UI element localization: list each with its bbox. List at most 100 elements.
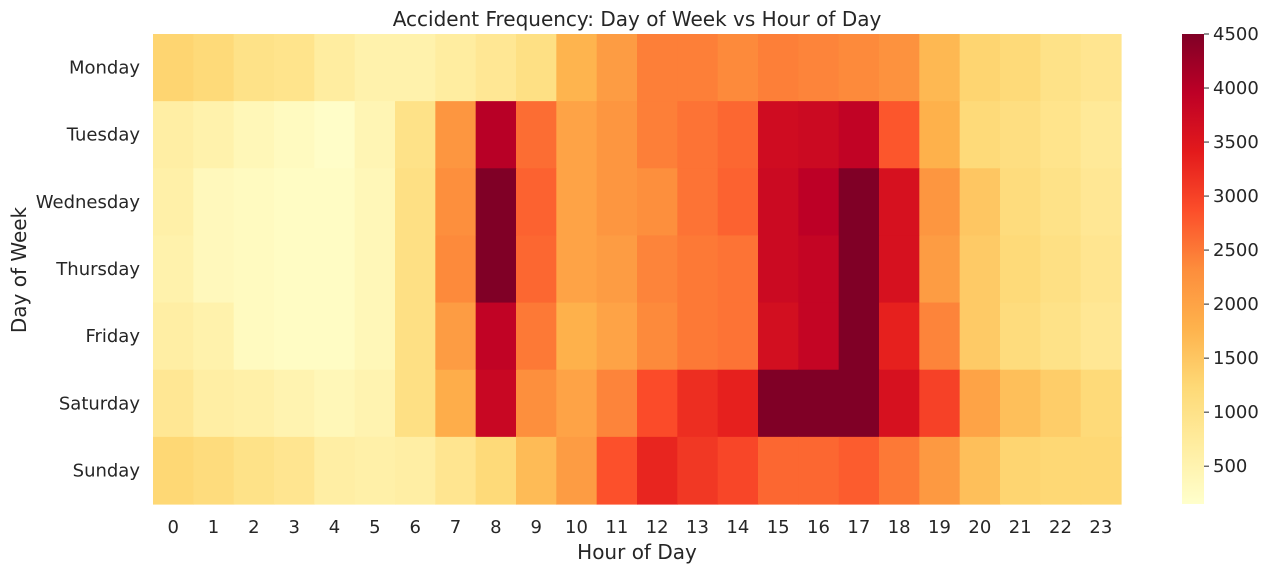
heatmap-cell bbox=[677, 34, 719, 102]
heatmap-cell bbox=[596, 302, 638, 371]
heatmap-cell bbox=[475, 101, 517, 169]
heatmap-cell bbox=[717, 235, 759, 304]
heatmap-cell bbox=[919, 302, 961, 371]
heatmap-cell bbox=[838, 302, 880, 371]
x-tick-label: 8 bbox=[490, 517, 501, 538]
heatmap-cell bbox=[879, 302, 920, 371]
heatmap-cell bbox=[314, 302, 356, 371]
heatmap-cell bbox=[1000, 34, 1041, 102]
heatmap-cell bbox=[919, 235, 961, 304]
heatmap-cell bbox=[919, 436, 961, 505]
heatmap-cell bbox=[758, 302, 799, 371]
x-tick-label: 2 bbox=[248, 517, 259, 538]
heatmap-cell bbox=[233, 436, 275, 505]
heatmap-cell bbox=[556, 101, 598, 169]
heatmap-cell bbox=[798, 369, 840, 438]
heatmap-cell bbox=[1000, 369, 1041, 438]
heatmap-cell bbox=[838, 369, 880, 438]
heatmap-cell bbox=[959, 369, 1001, 438]
heatmap-cell bbox=[516, 101, 557, 169]
heatmap-cell bbox=[274, 369, 315, 438]
heatmap-cell bbox=[395, 302, 436, 371]
heatmap-cell bbox=[475, 436, 517, 505]
heatmap-cell bbox=[193, 436, 235, 505]
heatmap-cell bbox=[596, 235, 638, 304]
heatmap-cell bbox=[879, 34, 920, 102]
heatmap-cell bbox=[798, 168, 840, 237]
colorbar-tick-label: 500 bbox=[1213, 456, 1247, 477]
heatmap-cell bbox=[677, 101, 719, 169]
heatmap-cell bbox=[435, 302, 477, 371]
heatmap-cell bbox=[838, 436, 880, 505]
heatmap-cell bbox=[959, 34, 1001, 102]
x-tick-label: 21 bbox=[1009, 517, 1032, 538]
heatmap-cell bbox=[677, 302, 719, 371]
y-tick-label: Friday bbox=[85, 326, 140, 347]
heatmap-cell bbox=[193, 34, 235, 102]
x-tick-label: 18 bbox=[888, 517, 911, 538]
x-tick-label: 12 bbox=[646, 517, 669, 538]
heatmap-cell bbox=[233, 235, 275, 304]
heatmap-cell bbox=[1040, 302, 1082, 371]
heatmap-cell bbox=[556, 34, 598, 102]
heatmap-cell bbox=[395, 369, 436, 438]
heatmap-cell bbox=[395, 436, 436, 505]
heatmap-cell bbox=[959, 101, 1001, 169]
x-tick-label: 4 bbox=[329, 517, 340, 538]
heatmap-cell bbox=[879, 168, 920, 237]
heatmap-cell bbox=[637, 369, 678, 438]
heatmap-cell bbox=[354, 101, 396, 169]
heatmap-cell bbox=[596, 369, 638, 438]
heatmap-cell bbox=[677, 235, 719, 304]
heatmap-cell bbox=[233, 302, 275, 371]
y-tick-label: Thursday bbox=[55, 259, 140, 280]
heatmap-cell bbox=[758, 235, 799, 304]
heatmap-cell bbox=[314, 436, 356, 505]
x-tick-label: 16 bbox=[807, 517, 830, 538]
heatmap-cell bbox=[354, 235, 396, 304]
heatmap-cell bbox=[1000, 235, 1041, 304]
chart-title: Accident Frequency: Day of Week vs Hour … bbox=[393, 7, 882, 31]
heatmap-cell bbox=[435, 436, 477, 505]
heatmap-cell bbox=[475, 369, 517, 438]
heatmap-cell bbox=[556, 302, 598, 371]
heatmap-cell bbox=[717, 101, 759, 169]
x-tick-label: 3 bbox=[288, 517, 299, 538]
heatmap-cell bbox=[153, 302, 194, 371]
heatmap-cell bbox=[1080, 369, 1122, 438]
heatmap-cell bbox=[435, 235, 477, 304]
heatmap-cell bbox=[798, 235, 840, 304]
colorbar-tick-label: 1500 bbox=[1213, 348, 1259, 369]
heatmap-cell bbox=[475, 34, 517, 102]
heatmap-cell bbox=[233, 101, 275, 169]
heatmap-cell bbox=[1080, 235, 1122, 304]
x-tick-label: 14 bbox=[726, 517, 749, 538]
heatmap-cell bbox=[758, 369, 799, 438]
heatmap-cell bbox=[838, 168, 880, 237]
x-tick-label: 22 bbox=[1049, 517, 1072, 538]
heatmap-cell bbox=[395, 235, 436, 304]
heatmap-cell bbox=[677, 168, 719, 237]
heatmap-cell bbox=[919, 101, 961, 169]
heatmap-cell bbox=[354, 168, 396, 237]
heatmap-cell bbox=[1000, 101, 1041, 169]
heatmap-cell bbox=[596, 168, 638, 237]
heatmap-cell bbox=[556, 369, 598, 438]
heatmap-cell bbox=[274, 34, 315, 102]
heatmap-cell bbox=[798, 302, 840, 371]
y-tick-label: Sunday bbox=[73, 460, 141, 481]
heatmap-cell bbox=[959, 302, 1001, 371]
x-tick-label: 0 bbox=[167, 517, 178, 538]
heatmap-cell bbox=[516, 302, 557, 371]
heatmap-cell bbox=[274, 235, 315, 304]
heatmap-cell bbox=[354, 369, 396, 438]
colorbar-tick-label: 3500 bbox=[1213, 132, 1259, 153]
heatmap-cell bbox=[153, 168, 194, 237]
heatmap-cell bbox=[153, 436, 194, 505]
y-tick-label: Monday bbox=[69, 58, 140, 79]
heatmap-cell bbox=[233, 168, 275, 237]
heatmap-cell bbox=[1080, 302, 1122, 371]
heatmap-cell bbox=[758, 168, 799, 237]
heatmap-cell bbox=[637, 235, 678, 304]
x-tick-label: 13 bbox=[686, 517, 709, 538]
